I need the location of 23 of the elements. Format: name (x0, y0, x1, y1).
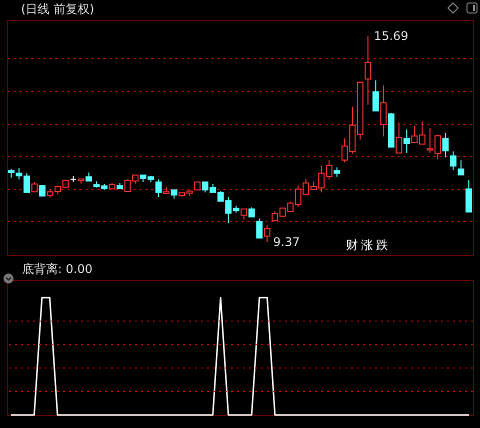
annotation: 15.69 (374, 28, 408, 43)
annotation: 财 (346, 238, 358, 252)
chart-title: (日线 前复权) (21, 2, 94, 16)
candlestick (264, 224, 270, 242)
candlestick (372, 80, 379, 112)
candlestick (155, 178, 162, 198)
candlestick (248, 206, 255, 218)
annotation: 跌 (376, 238, 388, 252)
candlestick (31, 181, 38, 192)
chart-title: 底背离: 0.00 (22, 262, 92, 276)
candlestick (466, 180, 472, 212)
candlestick (334, 166, 340, 178)
candlestick (403, 129, 410, 154)
candlestick (364, 35, 372, 106)
candlestick (240, 208, 248, 220)
candlestick (396, 122, 402, 154)
candlestick (450, 150, 456, 170)
candlestick (442, 132, 449, 158)
candlestick (256, 218, 263, 239)
candlestick (458, 160, 464, 176)
annotation: 涨 (361, 238, 373, 252)
candlestick (380, 85, 387, 137)
annotation: 9.37 (273, 234, 300, 249)
